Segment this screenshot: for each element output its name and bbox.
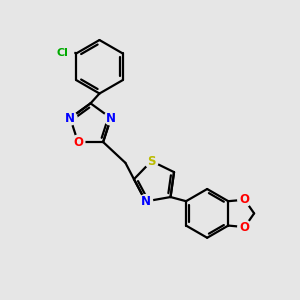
Text: O: O [240,220,250,234]
Text: N: N [106,112,116,124]
Text: O: O [240,193,250,206]
Text: N: N [65,112,75,124]
Circle shape [139,195,153,208]
Circle shape [104,111,118,125]
Circle shape [238,220,251,234]
Text: Cl: Cl [57,48,69,59]
Circle shape [145,154,158,168]
Text: S: S [147,154,156,168]
Circle shape [71,135,85,149]
Text: N: N [141,195,151,208]
Circle shape [52,43,74,64]
Circle shape [238,193,251,206]
Circle shape [63,111,77,125]
Text: O: O [73,136,83,148]
